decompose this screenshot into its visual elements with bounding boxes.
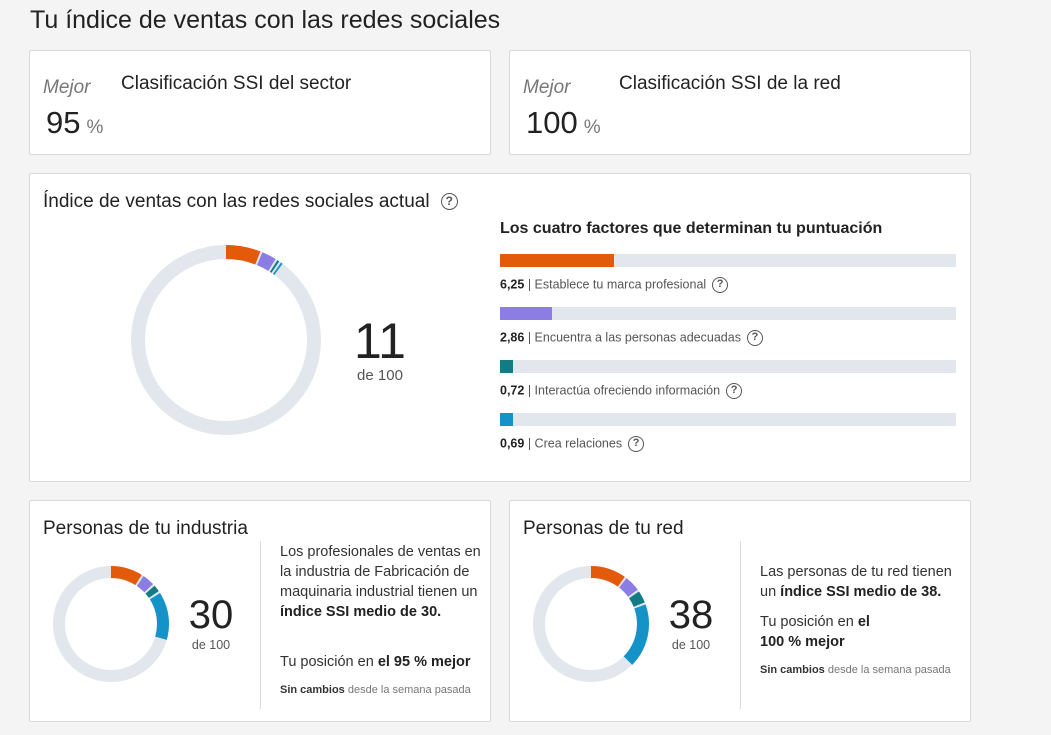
help-icon[interactable]: ?: [628, 436, 645, 452]
change-text: desde la semana pasada: [824, 664, 951, 676]
industry-position: Tu posición en el 95 % mejor: [280, 652, 471, 672]
factor-bar-fill: [500, 254, 614, 267]
factor-label: 0,72 | Interactúa ofreciendo información…: [500, 383, 743, 399]
help-icon[interactable]: ?: [712, 277, 729, 293]
divider: [260, 541, 261, 709]
factor-bar: [500, 254, 956, 267]
factor-name: | Establece tu marca profesional: [527, 277, 707, 292]
current-ssi-card: Índice de ventas con las redes sociales …: [29, 173, 971, 482]
change-bold: Sin cambios: [280, 684, 345, 696]
industry-out-of: de 100: [191, 638, 231, 652]
network-score: 38: [668, 593, 714, 637]
help-icon[interactable]: ?: [726, 383, 743, 399]
rank-label: Mejor: [43, 77, 91, 98]
donut-track: [131, 245, 321, 435]
industry-description: Los profesionales de ventas en la indust…: [280, 542, 485, 622]
desc-text: Los profesionales de ventas en la indust…: [280, 544, 481, 600]
rank-value: 95%: [46, 105, 103, 141]
factor-value: 0,69: [500, 436, 525, 451]
donut-segment: [53, 566, 169, 682]
factor-bar-fill: [500, 413, 513, 426]
pos-text: Tu posición en: [760, 614, 858, 630]
factor-name: | Encuentra a las personas adecuadas: [527, 330, 741, 345]
section-title-text: Índice de ventas con las redes sociales …: [43, 191, 430, 212]
donut-segment: [533, 566, 649, 682]
industry-change: Sin cambios desde la semana pasada: [280, 684, 471, 696]
donut-segment: [533, 566, 649, 682]
factor-value: 6,25: [500, 277, 525, 292]
network-position: Tu posición en el 100 % mejor: [760, 612, 880, 652]
sector-rank-card: Mejor Clasificación SSI del sector 95%: [29, 50, 491, 155]
pos-text: Tu posición en: [280, 654, 378, 670]
section-title: Personas de tu red: [523, 518, 684, 539]
score-out-of: de 100: [357, 367, 403, 384]
industry-donut: [53, 566, 169, 682]
section-title: Índice de ventas con las redes sociales …: [43, 191, 458, 213]
factor-bar: [500, 360, 956, 373]
network-donut: [533, 566, 649, 682]
factor-bar-fill: [500, 307, 553, 320]
industry-card: Personas de tu industria 30 de 100 Los p…: [29, 500, 491, 722]
desc-bold: índice SSI medio de 30.: [280, 604, 442, 620]
help-icon[interactable]: ?: [746, 330, 763, 346]
rank-value: 100%: [526, 105, 601, 141]
score-donut: [131, 245, 321, 435]
rank-name: Clasificación SSI del sector: [121, 73, 352, 94]
rank-number: 95: [46, 105, 81, 140]
factor-value: 0,72: [500, 383, 525, 398]
rank-label: Mejor: [523, 77, 571, 98]
network-rank-card: Mejor Clasificación SSI de la red 100%: [509, 50, 971, 155]
rank-unit: %: [86, 117, 104, 138]
desc-bold: índice SSI medio de 38.: [780, 584, 942, 600]
change-bold: Sin cambios: [760, 664, 825, 676]
score-value: 11: [354, 313, 406, 369]
rank-number: 100: [526, 105, 578, 140]
donut-segment: [53, 566, 169, 682]
factor-name: | Crea relaciones: [527, 436, 623, 451]
help-icon[interactable]: ?: [440, 193, 458, 211]
factor-bar: [500, 307, 956, 320]
factors-title: Los cuatro factores que determinan tu pu…: [500, 220, 883, 237]
change-text: desde la semana pasada: [344, 684, 471, 696]
industry-score: 30: [188, 593, 234, 637]
rank-name: Clasificación SSI de la red: [619, 73, 841, 94]
network-change: Sin cambios desde la semana pasada: [760, 664, 951, 676]
page-title: Tu índice de ventas con las redes social…: [30, 6, 501, 34]
donut-segment: [131, 245, 321, 435]
factor-bar-fill: [500, 360, 514, 373]
factor-label: 2,86 | Encuentra a las personas adecuada…: [500, 330, 763, 346]
factor-bar: [500, 413, 956, 426]
network-card: Personas de tu red 38 de 100 Las persona…: [509, 500, 971, 722]
pos-bold: el 95 % mejor: [377, 654, 471, 670]
divider: [740, 541, 741, 709]
pos-bold: el 100 % mejor: [760, 614, 870, 650]
network-description: Las personas de tu red tienen un índice …: [760, 562, 965, 602]
section-title: Personas de tu industria: [43, 518, 248, 539]
factor-name: | Interactúa ofreciendo información: [527, 383, 721, 398]
rank-unit: %: [583, 117, 601, 138]
factor-label: 6,25 | Establece tu marca profesional?: [500, 277, 729, 293]
desc-text: Las personas de tu red tienen un: [760, 564, 952, 600]
network-out-of: de 100: [671, 638, 711, 652]
factor-label: 0,69 | Crea relaciones?: [500, 436, 645, 452]
factor-value: 2,86: [500, 330, 525, 345]
